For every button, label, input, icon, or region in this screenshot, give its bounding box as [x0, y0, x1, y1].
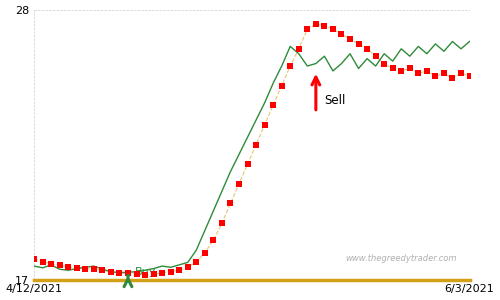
Point [448, 76, 456, 81]
Point [158, 270, 166, 275]
Point [457, 71, 465, 76]
Point [192, 260, 200, 264]
Point [338, 32, 345, 37]
Point [47, 261, 55, 266]
Point [210, 238, 218, 243]
Point [440, 71, 448, 76]
Point [363, 46, 371, 51]
Point [90, 267, 98, 272]
Point [304, 27, 312, 32]
Point [38, 260, 46, 264]
Point [372, 54, 380, 58]
Text: Buy: Buy [135, 267, 156, 277]
Point [132, 272, 140, 277]
Point [184, 265, 192, 270]
Point [30, 256, 38, 261]
Point [73, 266, 81, 270]
Point [388, 66, 396, 71]
Point [252, 142, 260, 147]
Point [295, 46, 303, 51]
Text: Sell: Sell [324, 94, 346, 107]
Point [320, 23, 328, 28]
Point [107, 269, 115, 274]
Point [329, 27, 337, 32]
Point [380, 61, 388, 66]
Text: www.thegreedytrader.com: www.thegreedytrader.com [345, 254, 457, 263]
Point [398, 68, 406, 73]
Point [82, 266, 90, 271]
Point [235, 182, 243, 186]
Point [98, 268, 106, 273]
Point [150, 272, 158, 277]
Point [64, 264, 72, 269]
Point [414, 71, 422, 76]
Point [423, 68, 431, 73]
Point [278, 83, 285, 88]
Point [56, 263, 64, 268]
Point [218, 221, 226, 226]
Point [166, 269, 174, 274]
Point [226, 201, 234, 206]
Point [175, 268, 183, 273]
Point [141, 272, 149, 277]
Point [346, 37, 354, 41]
Point [354, 41, 362, 46]
Point [124, 271, 132, 276]
Point [244, 162, 252, 167]
Point [269, 103, 277, 108]
Point [201, 250, 209, 255]
Point [116, 270, 124, 275]
Point [312, 22, 320, 27]
Point [466, 74, 473, 78]
Point [260, 122, 268, 127]
Point [406, 66, 414, 71]
Point [286, 64, 294, 68]
Point [432, 74, 440, 78]
